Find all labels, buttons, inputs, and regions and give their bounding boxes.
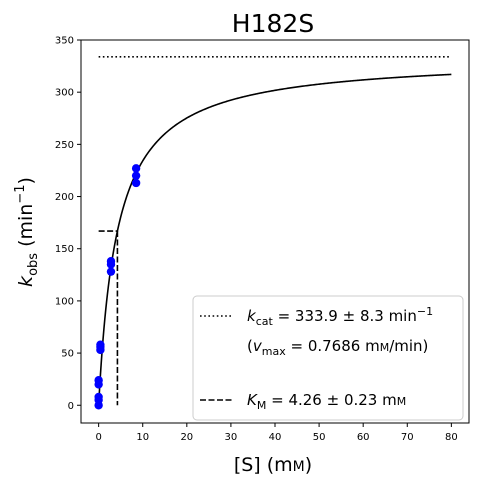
x-axis-label: [S] (mM)	[234, 454, 312, 476]
fit-curve	[97, 73, 452, 406]
data-point	[131, 171, 141, 180]
data-point	[94, 392, 103, 402]
y-axis-label-rest: (min	[15, 204, 37, 253]
y-axis-label-close: )	[15, 177, 37, 184]
y-axis-label: kobs (min−1)	[13, 177, 41, 287]
fit-layer	[97, 73, 452, 406]
legend-km-label: KM = 4.26 ± 0.23 mM	[247, 391, 406, 412]
x-axis-label-unit: M	[293, 459, 305, 475]
y-tick-label: 150	[55, 244, 74, 255]
data-point	[106, 267, 116, 276]
y-tick-label: 0	[68, 401, 74, 412]
x-tick-label: 70	[401, 432, 414, 443]
x-axis-label-main: [S] (m	[234, 454, 293, 476]
x-tick-label: 10	[136, 432, 149, 443]
data-point	[96, 340, 105, 349]
data-point	[131, 164, 141, 173]
y-tick-label: 100	[55, 296, 74, 307]
reference-lines	[98, 56, 452, 406]
x-tick-label: 0	[95, 432, 101, 443]
x-tick-label: 20	[180, 432, 193, 443]
legend-box	[192, 295, 464, 421]
y-tick-label: 350	[55, 36, 74, 47]
y-tick-label: 250	[55, 140, 74, 151]
data-points	[94, 164, 141, 410]
x-tick-label: 40	[269, 432, 282, 443]
y-axis-label-k: k	[15, 275, 37, 287]
data-point	[106, 257, 116, 266]
y-tick-label: 50	[61, 349, 74, 360]
x-tick-label: 60	[357, 432, 370, 443]
y-axis-label-sup: −1	[13, 184, 28, 203]
x-axis: 0 10 20 30 40 50 60 70 80	[95, 423, 458, 443]
legend: kcat = 333.9 ± 8.3 min−1 (vmax = 0.7686 …	[192, 295, 464, 421]
data-point	[94, 376, 103, 385]
legend-kcat-label: kcat = 333.9 ± 8.3 min−1	[247, 305, 433, 328]
data-point	[131, 178, 141, 188]
legend-vmax-label: (vmax = 0.7686 mM/min)	[247, 337, 428, 358]
chart-title: H182S	[232, 9, 314, 38]
x-tick-label: 50	[313, 432, 326, 443]
x-axis-label-close: )	[305, 454, 312, 476]
y-tick-label: 300	[55, 88, 74, 99]
y-tick-label: 200	[55, 192, 74, 203]
x-tick-label: 80	[445, 432, 458, 443]
y-axis: 0 50 100 150 200 250 300 350	[55, 36, 81, 412]
x-tick-label: 30	[225, 432, 238, 443]
y-axis-label-sub: obs	[26, 253, 41, 276]
